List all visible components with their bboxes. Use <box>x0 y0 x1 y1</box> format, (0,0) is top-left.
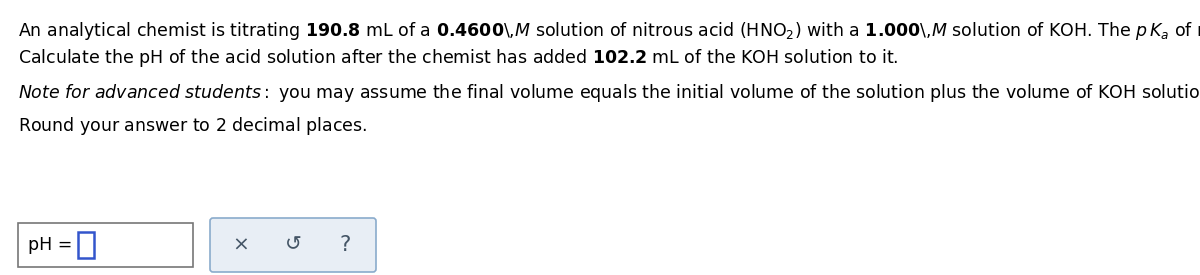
Text: ?: ? <box>340 235 350 255</box>
Text: ↺: ↺ <box>284 235 301 254</box>
FancyBboxPatch shape <box>78 232 94 258</box>
Text: pH =: pH = <box>28 236 78 254</box>
FancyBboxPatch shape <box>18 223 193 267</box>
Text: An analytical chemist is titrating $\mathbf{190.8}$ mL of a $\mathbf{0.4600}$\,$: An analytical chemist is titrating $\mat… <box>18 20 1200 42</box>
Text: ×: × <box>233 235 250 254</box>
Text: Round your answer to $2$ decimal places.: Round your answer to $2$ decimal places. <box>18 115 367 137</box>
Text: $\mathit{Note\ for\ advanced\ students:}$ you may assume the final volume equals: $\mathit{Note\ for\ advanced\ students:}… <box>18 82 1200 104</box>
FancyBboxPatch shape <box>210 218 376 272</box>
Text: Calculate the pH of the acid solution after the chemist has added $\mathbf{102.2: Calculate the pH of the acid solution af… <box>18 47 899 69</box>
